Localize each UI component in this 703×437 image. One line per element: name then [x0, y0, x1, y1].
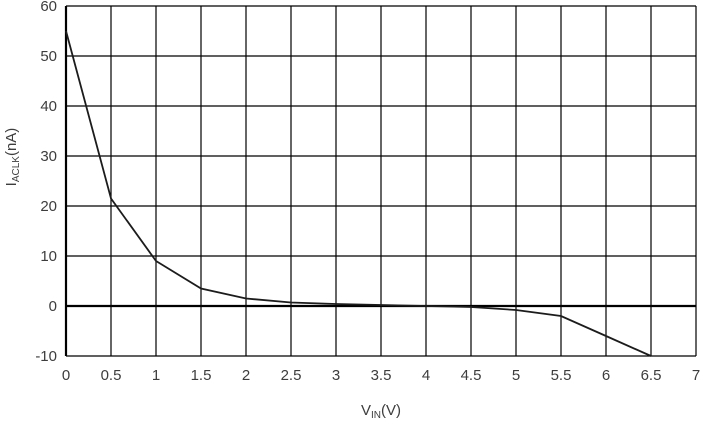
x-tick-label: 7	[692, 367, 700, 384]
x-tick-label: 2.5	[281, 367, 302, 384]
y-axis-title-unit: (nA)	[3, 128, 20, 156]
x-tick-label: 3.5	[371, 367, 392, 384]
x-tick-label: 3	[332, 367, 340, 384]
data-series	[65, 30, 652, 357]
y-tick-label: 40	[40, 98, 57, 115]
x-tick-label: 0	[62, 367, 70, 384]
x-axis-tick-labels: 0 0.5 1 1.5 2 2.5 3 3.5 4 4.5 5 5.5 6 6.5 7	[62, 367, 700, 384]
y-tick-label: 60	[40, 0, 57, 15]
x-tick-label: 6	[602, 367, 610, 384]
x-tick-label: 4	[422, 367, 430, 384]
x-axis-title: VIN(V)	[361, 402, 401, 421]
grid-lines	[64, 5, 697, 357]
x-axis-title-unit: (V)	[381, 402, 401, 419]
y-axis-title-subscript: ACLK	[11, 156, 22, 182]
y-tick-label: 0	[49, 298, 57, 315]
y-tick-label: 20	[40, 198, 57, 215]
x-tick-label: 5.5	[551, 367, 572, 384]
y-axis-title: IACLK(nA)	[3, 128, 22, 187]
y-tick-label: 50	[40, 48, 57, 65]
x-tick-label: 2	[242, 367, 250, 384]
x-tick-label: 6.5	[641, 367, 662, 384]
data-line	[65, 30, 652, 357]
y-tick-label: 30	[40, 148, 57, 165]
x-tick-label: 1.5	[191, 367, 212, 384]
y-tick-label: 10	[40, 248, 57, 265]
y-tick-label: -10	[35, 348, 57, 365]
x-axis-title-subscript: IN	[371, 410, 381, 421]
x-tick-label: 5	[512, 367, 520, 384]
x-tick-label: 4.5	[461, 367, 482, 384]
y-axis-tick-labels: -10 0 10 20 30 40 50 60	[35, 0, 57, 365]
x-tick-label: 1	[152, 367, 160, 384]
x-axis-title-base: V	[361, 402, 371, 419]
x-tick-label: 0.5	[101, 367, 122, 384]
y-axis-title-base: I	[3, 182, 20, 186]
